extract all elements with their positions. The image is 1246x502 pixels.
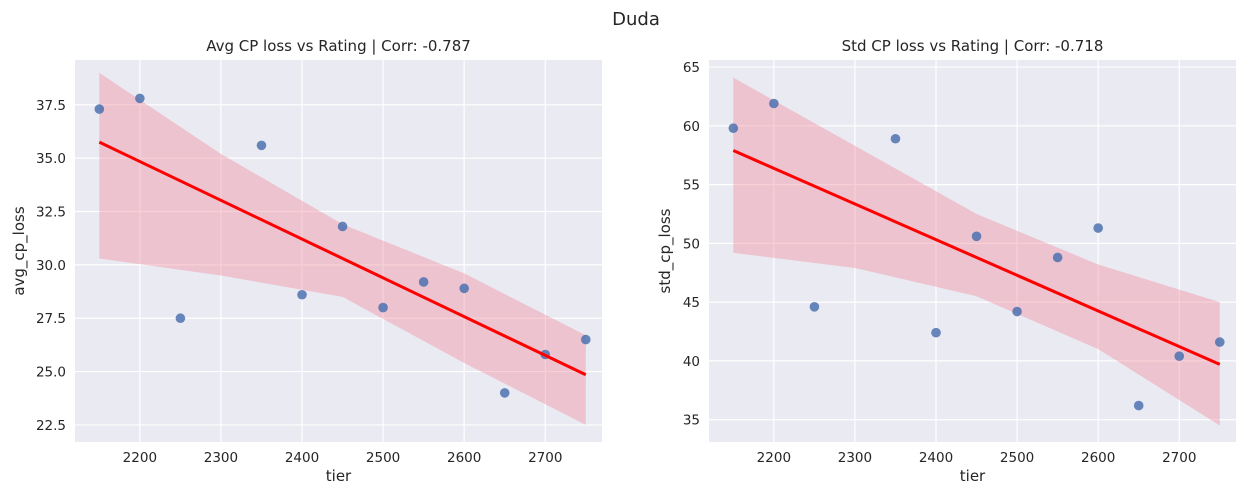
y-tick-label: 40 <box>683 354 700 370</box>
data-point <box>931 327 941 338</box>
regression-line <box>98 140 587 377</box>
y-axis-label: std_cp_loss <box>656 208 675 293</box>
x-tick-label: 2600 <box>447 450 481 466</box>
x-tick-label: 2200 <box>757 450 791 466</box>
regression-line <box>732 149 1221 366</box>
confidence-band <box>733 77 1220 426</box>
data-point <box>728 123 739 133</box>
y-tick-label: 35.0 <box>36 151 66 167</box>
y-tick-label: 45 <box>683 295 700 311</box>
data-point <box>769 98 779 109</box>
subplot-title: Avg CP loss vs Rating | Corr: -0.787 <box>206 37 471 55</box>
plots: 2200 2300 2400 2500 2600 2700 22.5 25.0 27.5 30.0… <box>10 37 1236 485</box>
y-tick-label: 65 <box>683 60 700 76</box>
data-point <box>256 140 267 151</box>
confidence-band <box>99 72 586 425</box>
data-point <box>971 231 982 242</box>
data-point <box>175 313 186 324</box>
data-point <box>94 104 105 114</box>
data-point <box>499 388 510 398</box>
x-axis-label: tier <box>960 467 986 485</box>
data-point <box>580 334 591 345</box>
subplot-1: 2200 2300 2400 2500 2600 2700 22.5 25.0 27.5 30.0… <box>10 37 602 485</box>
data-point <box>378 302 388 313</box>
y-axis-label: avg_cp_loss <box>10 206 29 296</box>
data-point <box>135 93 145 104</box>
y-tick-label: 50 <box>683 236 700 252</box>
y-tick-label: 22.5 <box>36 418 66 434</box>
data-point <box>418 277 429 287</box>
x-tick-label: 2300 <box>838 450 872 466</box>
x-tick-label: 2600 <box>1081 450 1115 466</box>
plot-background <box>75 60 602 442</box>
x-axis-label: tier <box>326 467 352 485</box>
y-tick-label: 55 <box>683 178 700 194</box>
subplot-2: 2200 2300 2400 2500 2600 2700 35 40 45 50 55 60 65 St… <box>656 37 1236 485</box>
subplot-title: Std CP loss vs Rating | Corr: -0.718 <box>842 37 1104 55</box>
data-point <box>1214 337 1225 347</box>
data-point <box>459 283 469 294</box>
y-tick-label: 37.5 <box>36 98 66 114</box>
data-point <box>1174 351 1185 361</box>
x-tick-label: 2200 <box>123 450 157 466</box>
x-tick-label: 2500 <box>1000 450 1034 466</box>
x-tick-label: 2300 <box>204 450 238 466</box>
data-point <box>809 302 820 312</box>
plot-background <box>709 60 1236 442</box>
data-point <box>1012 306 1022 317</box>
data-point <box>337 221 348 232</box>
x-tick-label: 2400 <box>919 450 953 466</box>
figure-title: Duda <box>612 9 660 30</box>
x-tick-label: 2700 <box>1162 450 1196 466</box>
y-tick-label: 27.5 <box>36 311 66 327</box>
x-tick-label: 2700 <box>528 450 562 466</box>
y-tick-label: 60 <box>683 119 700 135</box>
y-tick-label: 32.5 <box>36 205 66 221</box>
data-point <box>1052 252 1063 263</box>
data-point <box>1093 223 1103 233</box>
data-point <box>297 289 307 300</box>
data-point <box>1133 400 1144 411</box>
x-tick-label: 2500 <box>366 450 400 466</box>
data-point <box>890 133 901 144</box>
y-tick-label: 25.0 <box>36 365 66 381</box>
x-tick-label: 2400 <box>285 450 319 466</box>
y-tick-label: 30.0 <box>36 258 66 274</box>
y-tick-label: 35 <box>683 413 700 429</box>
